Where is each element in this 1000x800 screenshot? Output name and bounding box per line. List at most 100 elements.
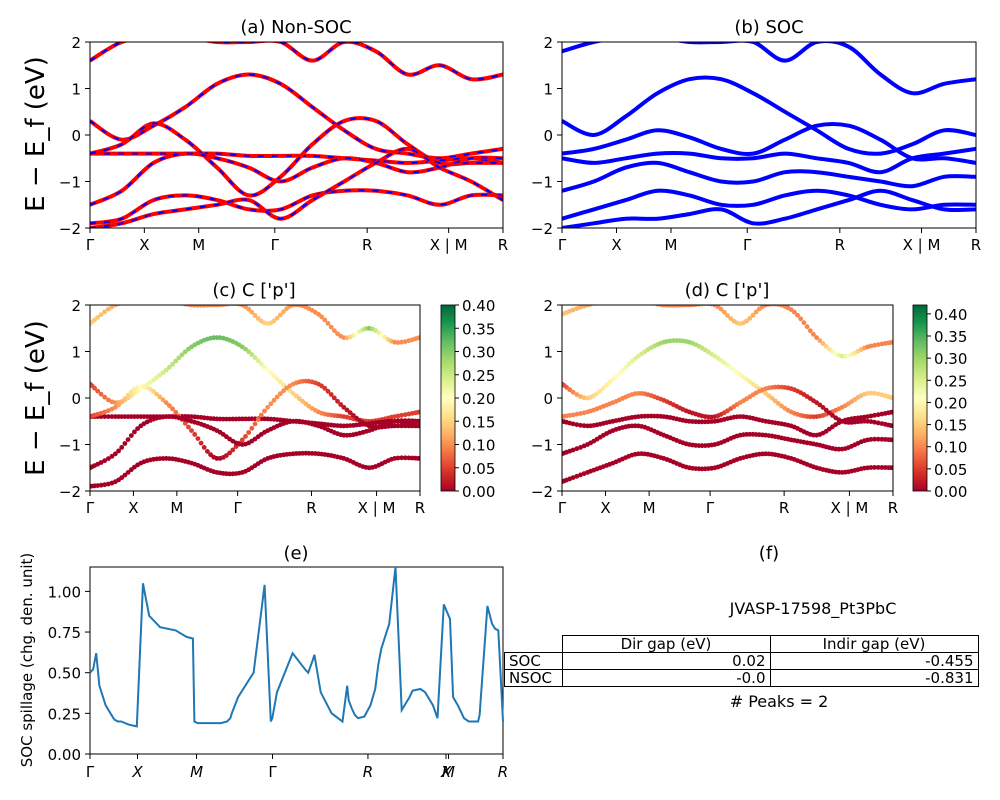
band-dot	[170, 299, 175, 304]
band-dot	[128, 433, 134, 438]
x-tick-label: R	[971, 236, 981, 254]
band-dot	[620, 368, 625, 373]
band-dot	[650, 305, 652, 306]
band-dot	[597, 388, 603, 394]
band-dot	[297, 396, 302, 402]
x-tick-label: M	[192, 236, 205, 254]
band-line-nonsoc	[90, 188, 503, 226]
band-dot	[170, 406, 175, 412]
band-dot	[872, 412, 877, 418]
band-dot	[258, 361, 264, 367]
band-dot	[574, 392, 580, 397]
band-dot	[145, 298, 150, 303]
band-line-soc	[562, 160, 976, 193]
material-id: JVASP-17598_Pt3PbC	[729, 599, 897, 619]
band-dot	[417, 418, 420, 424]
band-dot	[173, 300, 178, 305]
band-dot	[395, 340, 401, 345]
band-dot	[102, 414, 108, 419]
band-dot	[166, 364, 172, 370]
band-dot	[868, 343, 874, 349]
x-tick-label: R	[835, 236, 845, 254]
band-dot	[642, 299, 647, 304]
band-dot	[890, 395, 893, 401]
band-dot	[629, 359, 635, 364]
band-dot	[890, 437, 893, 443]
y-tick-label: 1	[71, 81, 81, 99]
band-dot	[399, 339, 404, 345]
panel-c-plot: 2 1 0 −1 −2 Γ X M Γ R X | M R	[59, 297, 425, 517]
band-dot	[574, 422, 580, 427]
band-dot	[224, 453, 229, 458]
band-dot	[331, 328, 337, 333]
band-dot	[290, 391, 296, 396]
band-dot	[109, 414, 115, 419]
row-label-nsoc: NSOC	[504, 669, 563, 687]
y-tick-label: 1	[543, 344, 553, 362]
band-dot	[293, 393, 299, 399]
band-dot	[157, 394, 163, 400]
band-dot	[399, 423, 404, 429]
colorbar-c: 0.40 0.35 0.30 0.25 0.20 0.15 0.10 0.05 0.00	[440, 297, 495, 501]
cbar-tick-label: 0.10	[934, 439, 967, 457]
band-dot	[249, 309, 255, 315]
band-dot	[116, 448, 121, 454]
panel-d-plot: 2 1 0 −1 −2 Γ X M Γ R X | M R	[531, 297, 898, 517]
band-line-soc	[562, 188, 976, 228]
band-dot	[95, 388, 101, 394]
band-dot	[872, 342, 877, 348]
band-dot	[106, 306, 111, 312]
band-line-soc	[562, 188, 976, 221]
band-dot	[255, 358, 261, 364]
y-tick-label: −1	[531, 437, 553, 455]
x-tick-label: Γ	[86, 236, 95, 254]
band-dot	[868, 465, 874, 470]
band-dot	[192, 432, 198, 437]
x-tick-label: Γ	[706, 499, 715, 517]
band-dot	[574, 306, 580, 311]
band-dot	[817, 338, 823, 343]
band-dot	[875, 391, 881, 397]
band-dot	[119, 399, 125, 405]
x-tick-label: X	[440, 763, 452, 781]
band-dot	[601, 299, 606, 304]
x-tick-label: Γ	[558, 236, 567, 254]
band-dot	[795, 312, 800, 318]
col-dir-gap: Dir gap (eV)	[561, 635, 771, 653]
band-dot	[872, 465, 877, 470]
nsoc-indir-gap: -0.831	[769, 669, 979, 687]
band-dot	[160, 370, 166, 376]
band-dot	[639, 298, 644, 303]
x-tick-label: M	[190, 763, 203, 781]
y-tick-label: 2	[543, 297, 553, 315]
x-tick-label: Γ	[743, 236, 752, 254]
band-dot	[154, 391, 160, 397]
band-dot	[265, 367, 271, 373]
band-dot	[626, 297, 631, 302]
x-tick-label: X	[131, 763, 143, 781]
x-tick-label: R	[306, 499, 316, 517]
band-dot	[728, 316, 734, 321]
band-dot	[98, 482, 104, 488]
band-dot	[227, 450, 233, 456]
band-dot	[623, 365, 629, 370]
band-dot	[98, 410, 104, 416]
band-dot	[271, 397, 277, 403]
x-tick-label: M	[664, 236, 677, 254]
cbar-tick-label: 0.25	[934, 372, 967, 390]
band-line-soc	[562, 75, 976, 156]
band-dot	[574, 446, 580, 452]
band-dot	[581, 423, 587, 429]
band-dot	[578, 472, 583, 478]
band-dot	[178, 305, 180, 306]
band-dot	[890, 465, 893, 471]
band-dot	[872, 390, 877, 396]
panel-a-data	[90, 42, 503, 228]
band-dot	[274, 394, 280, 400]
band-dot	[278, 379, 283, 385]
band-dot	[890, 339, 893, 345]
band-dot	[338, 402, 344, 407]
y-tick-label: 0.25	[48, 705, 81, 723]
cbar-tick-label: 0.40	[462, 297, 495, 315]
y-tick-label: 1	[71, 344, 81, 362]
